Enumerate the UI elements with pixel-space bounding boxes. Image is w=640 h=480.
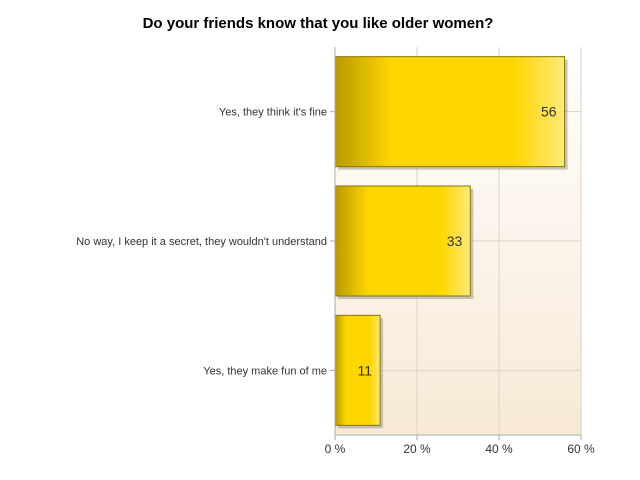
- x-tick-label-3: 60 %: [567, 442, 595, 456]
- chart-title: Do your friends know that you like older…: [143, 15, 494, 32]
- x-tick-label-0: 0 %: [325, 442, 346, 456]
- value-label-0: 56: [541, 104, 557, 120]
- x-tick-label-1: 20 %: [403, 442, 431, 456]
- axes: [330, 47, 582, 440]
- category-label-2: Yes, they make fun of me: [203, 365, 327, 377]
- value-label-2: 11: [358, 362, 373, 378]
- labels: Yes, they think it's fine No way, I keep …: [76, 104, 595, 456]
- bar-0: [334, 56, 566, 168]
- bar-2: [334, 314, 381, 426]
- category-label-0: Yes, they think it's fine: [219, 107, 327, 119]
- bar-1: [334, 185, 471, 297]
- value-label-1: 33: [447, 233, 463, 249]
- category-label-1: No way, I keep it a secret, they wouldn'…: [76, 236, 327, 248]
- x-tick-label-2: 40 %: [485, 442, 513, 456]
- bars: [334, 56, 568, 429]
